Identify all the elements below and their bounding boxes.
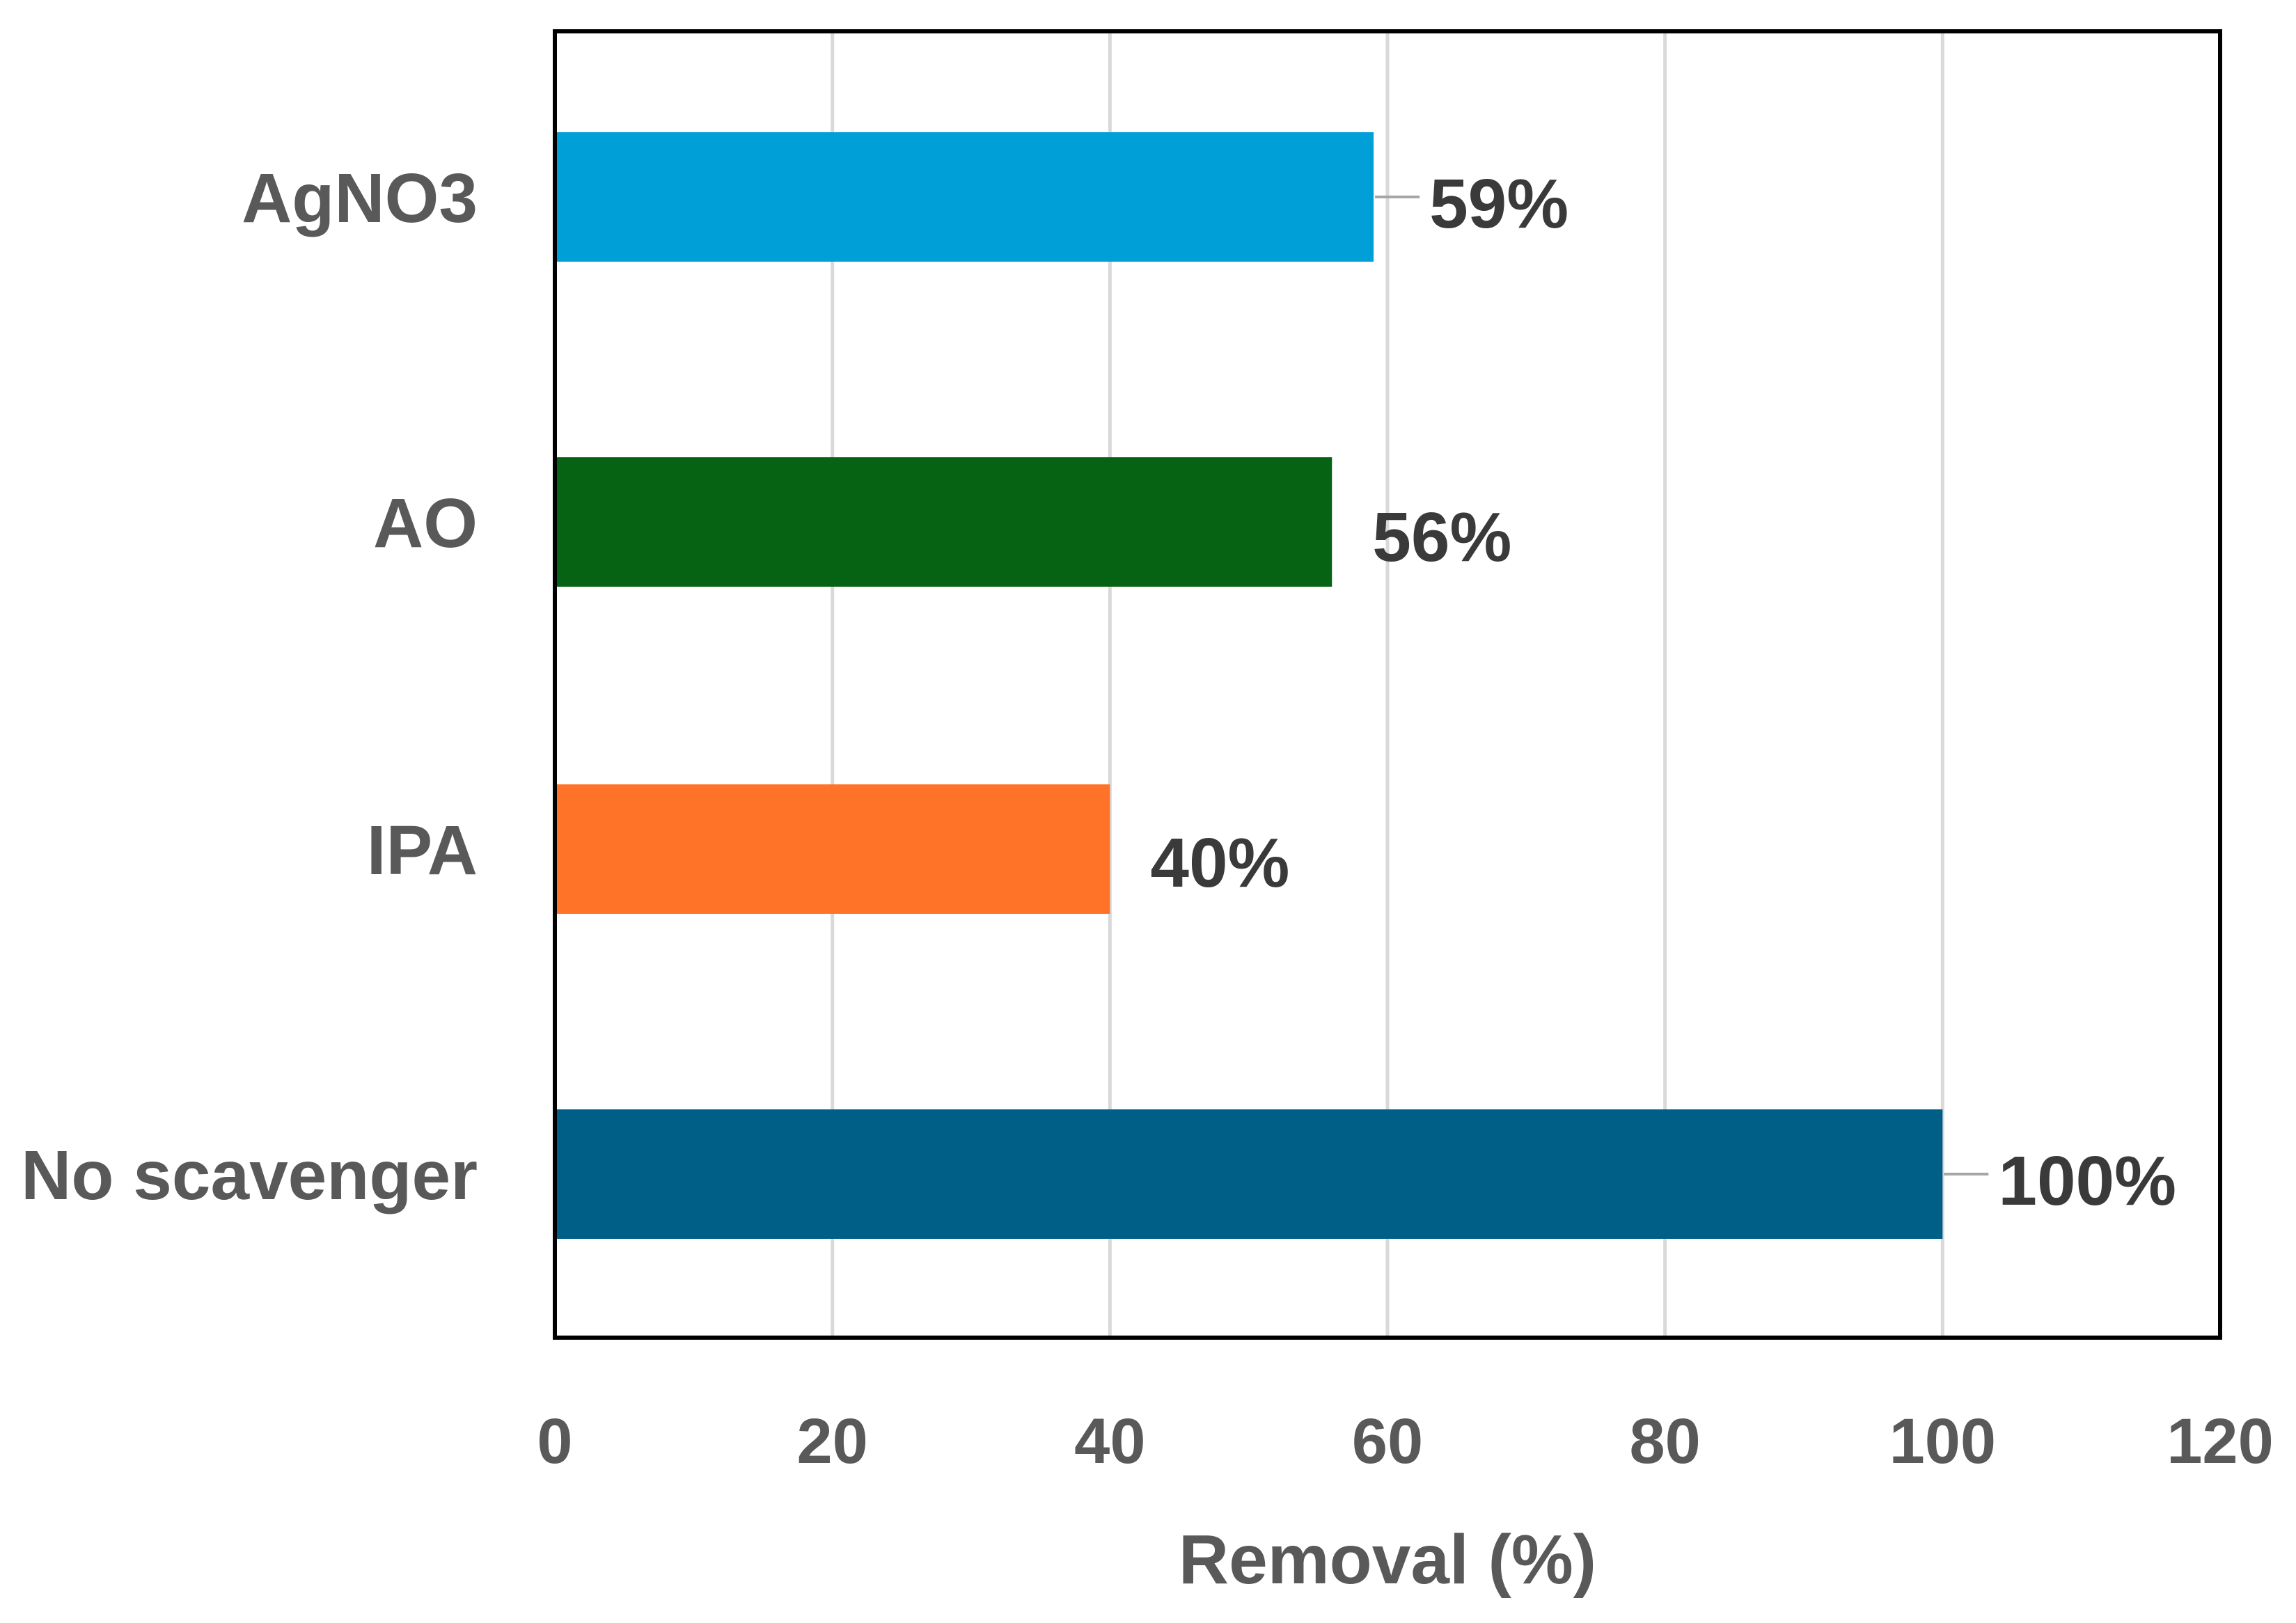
bar-ao	[555, 457, 1332, 587]
x-tick-label-40: 40	[1074, 1406, 1145, 1477]
data-label-ipa: 40%	[1150, 824, 1289, 902]
plot-area-frame	[553, 29, 2222, 1340]
category-label-agno3: AgNO3	[242, 159, 478, 237]
category-label-ao: AO	[373, 484, 478, 562]
leader-lines	[1375, 196, 1989, 1175]
data-label-no-scavenger: 100%	[1998, 1142, 2176, 1220]
x-tick-label-80: 80	[1629, 1406, 1700, 1477]
x-tick-label-0: 0	[537, 1406, 572, 1477]
x-tick-label-60: 60	[1352, 1406, 1423, 1477]
bar-no-scavenger	[555, 1109, 1943, 1239]
x-tick-label-100: 100	[1889, 1406, 1997, 1477]
data-label-agno3: 59%	[1429, 165, 1568, 243]
x-tick-labels: 0 20 40 60 80 100 120	[537, 1406, 2273, 1477]
x-axis-title: Removal (%)	[1179, 1521, 1596, 1599]
x-tick-label-120: 120	[2167, 1406, 2274, 1477]
x-tick-label-20: 20	[796, 1406, 867, 1477]
data-label-ao: 56%	[1372, 498, 1511, 576]
category-label-ipa: IPA	[367, 812, 478, 889]
bar-agno3	[555, 132, 1374, 262]
data-labels: 59% 56% 40% 100%	[1150, 165, 2176, 1220]
category-labels: AgNO3 AO IPA No scavenger	[21, 159, 478, 1214]
bars	[555, 132, 1943, 1239]
bar-ipa	[555, 784, 1110, 914]
category-label-no-scavenger: No scavenger	[21, 1137, 478, 1214]
